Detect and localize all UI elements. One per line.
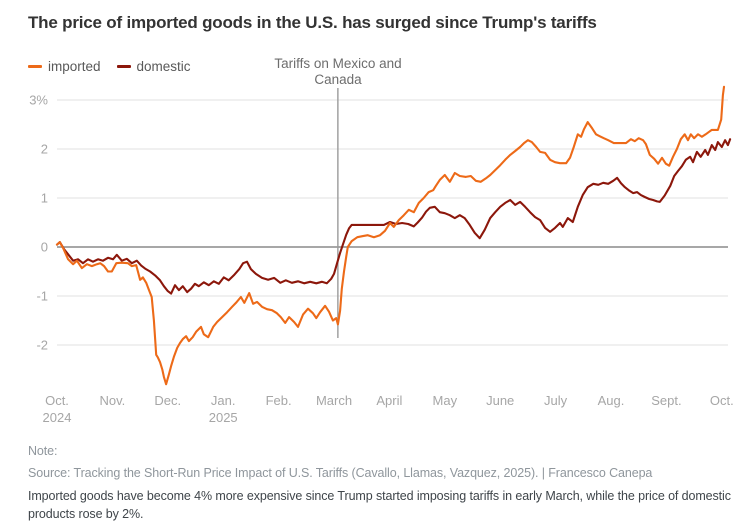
legend-item-imported: imported: [28, 59, 101, 74]
x-tick-label: Dec.: [154, 393, 181, 408]
legend-item-domestic: domestic: [116, 59, 191, 74]
chart-title: The price of imported goods in the U.S. …: [28, 13, 597, 32]
x-tick-label: April: [376, 393, 402, 408]
domestic-line: [55, 138, 732, 295]
y-tick-label: 3%: [29, 93, 48, 108]
x-tick-sublabel: 2024: [43, 410, 72, 425]
x-tick-label: Nov.: [100, 393, 126, 408]
domestic-line-swatch: [116, 65, 131, 68]
chart-description: Imported goods have become 4% more expen…: [28, 489, 731, 521]
x-tick-label: Oct.: [45, 393, 69, 408]
tariff-annotation-line1: Tariffs on Mexico and: [274, 56, 402, 71]
imported-line-swatch: [28, 65, 42, 68]
tariff-annotation-line2: Canada: [314, 72, 362, 87]
x-tick-label: Jan.: [211, 393, 236, 408]
x-tick-label: May: [433, 393, 458, 408]
x-tick-label: March: [316, 393, 352, 408]
y-tick-label: 0: [41, 240, 48, 255]
tariff-annotation-label: Tariffs on Mexico and Canada: [248, 56, 428, 88]
y-tick-label: 1: [41, 191, 48, 206]
imported-line: [55, 85, 726, 386]
x-tick-label: June: [486, 393, 514, 408]
y-tick-label: -1: [36, 289, 48, 304]
y-tick-label: -2: [36, 338, 48, 353]
x-tick-label: July: [544, 393, 568, 408]
x-tick-label: Sept.: [651, 393, 681, 408]
legend: imported domestic: [28, 59, 191, 74]
legend-label-domestic: domestic: [136, 59, 191, 74]
note-label: Note:: [28, 444, 58, 458]
price-chart: 3% 2 1 0 -1 -2 Oct. 2024 Nov. Dec. Jan. 2025 Feb. Mar…: [29, 85, 734, 425]
x-tick-label: Feb.: [266, 393, 292, 408]
y-tick-label: 2: [41, 142, 48, 157]
x-tick-label: Oct.: [710, 393, 734, 408]
source-line: Source: Tracking the Short-Run Price Imp…: [28, 466, 653, 480]
x-tick-label: Aug.: [598, 393, 625, 408]
x-tick-sublabel: 2025: [209, 410, 238, 425]
legend-label-imported: imported: [48, 59, 101, 74]
